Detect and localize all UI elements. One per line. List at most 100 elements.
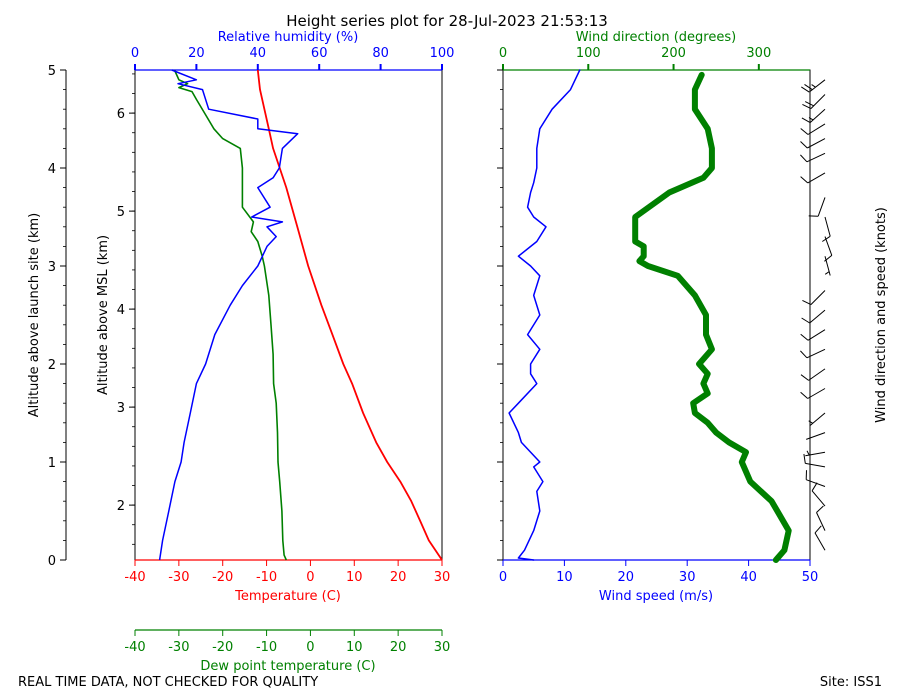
wind-barb-feather xyxy=(800,176,809,184)
wind-barb-half-feather xyxy=(808,420,813,424)
wind-barb-staff xyxy=(808,79,826,93)
dewpoint-axis-label: Dew point temperature (C) xyxy=(200,659,375,674)
wind-barb xyxy=(801,108,826,124)
dewpoint-tick-label: 0 xyxy=(306,640,314,655)
wind-barb-staff xyxy=(809,108,826,123)
quality-disclaimer: REAL TIME DATA, NOT CHECKED FOR QUALITY xyxy=(18,675,318,690)
speed-tick-label: 50 xyxy=(802,570,819,585)
wind-barb-staff xyxy=(807,388,826,399)
wind-direction-line xyxy=(632,71,792,563)
rh-tick-label: 20 xyxy=(188,46,205,61)
wind-barb-feather xyxy=(814,525,822,534)
wind-barb xyxy=(805,470,826,487)
wind-barb-half-feather xyxy=(806,450,810,456)
wind-barb-feather xyxy=(801,317,810,324)
wind-barb-feather xyxy=(802,103,812,110)
wind-barb-staff xyxy=(824,236,833,256)
speed-tick-label: 40 xyxy=(740,570,757,585)
speed-tick-label: 30 xyxy=(679,570,696,585)
wind-barb xyxy=(824,256,831,276)
rh-tick-label: 60 xyxy=(311,46,328,61)
wind-barb xyxy=(801,309,826,324)
wind-barb-feather xyxy=(802,299,812,306)
wind-barb-staff xyxy=(807,123,826,135)
wind-barb xyxy=(811,482,826,507)
dewpoint-line xyxy=(173,69,288,561)
launch-altitude-tick-label: 2 xyxy=(48,358,56,373)
site-label: Site: ISS1 xyxy=(820,675,882,690)
msl-altitude-tick-label: 5 xyxy=(117,205,125,220)
wind-barb-staff xyxy=(811,490,826,507)
wind-barb-staff xyxy=(817,197,826,217)
direction-tick-label: 100 xyxy=(576,46,601,61)
wind-barb-staff xyxy=(805,462,826,468)
wind-barb-feather xyxy=(811,482,818,492)
wind-barb xyxy=(800,348,826,359)
direction-tick-label: 0 xyxy=(499,46,507,61)
rh-axis-label: Relative humidity (%) xyxy=(218,30,359,45)
direction-tick-label: 300 xyxy=(746,46,771,61)
wind-speed-line xyxy=(508,69,581,561)
wind-barb-feather xyxy=(804,101,814,107)
wind-barb-feather xyxy=(803,453,806,464)
wind-barb-feather xyxy=(800,128,809,135)
wind-barb-half-feather xyxy=(808,117,814,121)
wind-barb-staff xyxy=(824,256,831,276)
msl-altitude-tick-label: 2 xyxy=(117,499,125,514)
wind-barb xyxy=(800,138,826,149)
dewpoint-tick-label: -40 xyxy=(124,640,145,655)
wind-barb-feather xyxy=(801,117,811,124)
wind-barb-feather xyxy=(822,235,831,242)
wind-barb xyxy=(801,79,826,93)
temperature-tick-label: 30 xyxy=(434,570,451,585)
wind-barb-staff xyxy=(806,348,826,359)
launch-altitude-tick-label: 1 xyxy=(48,456,56,471)
wind-barb xyxy=(808,197,826,217)
wind-barb-feather xyxy=(800,350,808,359)
temperature-tick-label: 0 xyxy=(306,570,314,585)
wind-barb-feather xyxy=(816,505,824,513)
msl-altitude-tick-label: 3 xyxy=(117,401,125,416)
wind-barb-feather xyxy=(800,374,809,381)
speed-tick-label: 20 xyxy=(618,570,635,585)
wind-barb-feather xyxy=(800,391,809,399)
wind-barb-staff xyxy=(824,216,831,237)
launch-altitude-tick-label: 3 xyxy=(48,260,56,275)
wind-barb-staff xyxy=(808,368,826,381)
wind-barb xyxy=(800,172,826,184)
direction-axis-label: Wind direction (degrees) xyxy=(576,30,736,45)
temperature-tick-label: -40 xyxy=(124,570,145,585)
rh-tick-label: 80 xyxy=(372,46,389,61)
wind-barb-staff xyxy=(810,290,826,305)
launch-altitude-label: Altitude above launch site (km) xyxy=(27,213,42,417)
thermo-panel: -40 -30 -20 -10 0 10 20 30-40 -30 -20 -10 0 10 20 300 2… xyxy=(27,30,454,674)
launch-altitude-tick-label: 0 xyxy=(48,554,56,569)
wind-barb-staff xyxy=(814,532,826,551)
launch-altitude-tick-label: 4 xyxy=(48,162,56,177)
wind-barb-half-feather xyxy=(811,84,816,88)
wind-barb-staff xyxy=(809,309,826,324)
wind-barb xyxy=(800,152,826,163)
wind-barb-staff xyxy=(805,451,826,457)
wind-barb-feather xyxy=(824,255,833,262)
launch-altitude-tick-label: 5 xyxy=(48,64,56,79)
dewpoint-tick-label: 10 xyxy=(346,640,363,655)
wind-panel: 0 10 20 30 40 50 0 100 200 300 Wind direction (de… xyxy=(497,30,889,604)
wind-barb-staff xyxy=(807,329,826,341)
temperature-axis-label: Temperature (C) xyxy=(234,589,341,604)
wind-barb-staff xyxy=(816,512,826,531)
rh-tick-label: 100 xyxy=(430,46,455,61)
dewpoint-tick-label: 30 xyxy=(434,640,451,655)
wind-barb xyxy=(824,236,833,262)
speed-tick-label: 0 xyxy=(499,570,507,585)
dewpoint-tick-label: -20 xyxy=(212,640,233,655)
wind-barb xyxy=(822,216,831,242)
wind-plot-frame xyxy=(502,69,811,561)
wind-barb xyxy=(800,329,826,341)
barbs-axis-label: Wind direction and speed (knots) xyxy=(874,207,889,423)
wind-barb-feather xyxy=(800,141,808,149)
dewpoint-tick-label: -10 xyxy=(256,640,277,655)
msl-altitude-label: Altitude above MSL (km) xyxy=(96,235,111,395)
wind-barb xyxy=(803,453,826,468)
